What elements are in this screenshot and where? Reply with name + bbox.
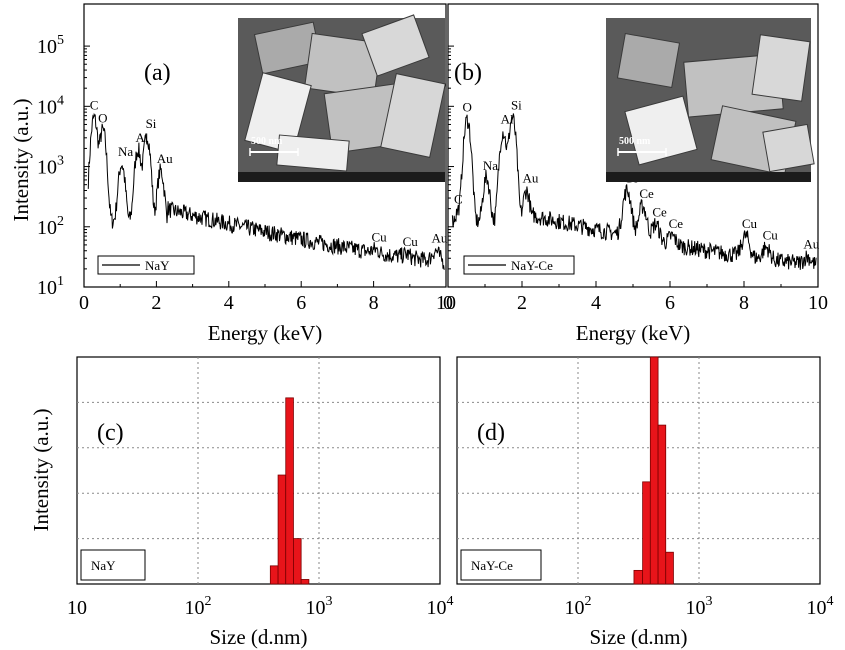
- x-tick-label: 10: [808, 292, 828, 314]
- legend-box: [97, 255, 195, 275]
- peak-label-cu: Cu: [403, 234, 419, 249]
- y-tick-label: 102: [37, 214, 64, 239]
- x-axis-label: Size (d.nm): [210, 625, 308, 649]
- legend-box: [460, 549, 542, 581]
- sem-inset-image: 500 nm: [606, 18, 815, 182]
- panel-label: (b): [454, 60, 482, 86]
- scale-bar-label: 500 nm: [251, 136, 283, 147]
- panel-label: (d): [477, 420, 505, 446]
- histogram-bar: [657, 424, 667, 585]
- legend-label: NaY: [145, 258, 170, 273]
- x-tick-label: 0: [79, 292, 89, 314]
- peak-label-au: Au: [432, 231, 448, 246]
- x-tick-label: 6: [665, 292, 675, 314]
- peak-label-cu: Cu: [763, 228, 779, 243]
- legend-label: NaY-Ce: [511, 258, 553, 273]
- peak-label-si: Si: [146, 116, 157, 131]
- peak-label-na: Na: [483, 158, 498, 173]
- x-tick-label: 103: [686, 594, 713, 619]
- histogram-bar: [642, 481, 651, 585]
- x-tick-label: 8: [369, 292, 379, 314]
- sem-crystal: [616, 32, 681, 89]
- legend-label: NaY: [91, 558, 116, 573]
- histogram-bar: [649, 356, 659, 585]
- x-tick-label: 103: [306, 594, 333, 619]
- sem-inset-image: 500 nm: [238, 14, 446, 182]
- dls-panel-c: Size (d.nm) Intensity (a.u.) (c) NaY: [29, 356, 441, 649]
- peak-label-o: O: [98, 110, 107, 125]
- x-tick-label: 10: [436, 292, 456, 314]
- legend-box: [463, 255, 575, 275]
- y-axis-label: Intensity (a.u.): [9, 98, 33, 221]
- x-axis-label: Energy (keV): [576, 321, 691, 345]
- peak-label-ce: Ce: [639, 186, 654, 201]
- x-tick-label: 2: [151, 292, 161, 314]
- sem-crystal: [276, 134, 350, 172]
- x-tick-label: 104: [427, 594, 454, 619]
- x-tick-label: 102: [185, 594, 212, 619]
- histogram-bar: [665, 551, 674, 585]
- peak-label-au: Au: [157, 151, 173, 166]
- x-tick-label: 102: [565, 594, 592, 619]
- plot-frame: [76, 356, 441, 585]
- peak-label-na: Na: [118, 144, 133, 159]
- plot-frame: [456, 356, 821, 585]
- legend-box: [80, 549, 146, 581]
- y-tick-label: 103: [37, 154, 64, 179]
- histogram-bar: [269, 565, 279, 585]
- sem-crystal: [751, 34, 811, 102]
- scale-bar-label: 500 nm: [619, 136, 651, 147]
- y-axis-label: Intensity (a.u.): [29, 408, 53, 531]
- sem-crystal: [380, 73, 446, 158]
- histogram-bar: [300, 579, 310, 585]
- peak-label-c: C: [90, 98, 99, 113]
- x-tick-label: 4: [591, 292, 601, 314]
- histogram-bar: [633, 569, 644, 585]
- sem-crystal: [361, 14, 430, 77]
- histogram-bar: [293, 538, 302, 585]
- histogram-bar: [285, 397, 294, 585]
- peak-label-au: Au: [803, 237, 819, 252]
- histogram-bar: [277, 474, 287, 585]
- y-tick-label: 105: [37, 33, 64, 58]
- x-tick-label: 8: [739, 292, 749, 314]
- panel-label: (a): [144, 60, 171, 86]
- x-tick-label: 2: [517, 292, 527, 314]
- peak-label-o: O: [463, 100, 472, 115]
- peak-label-si: Si: [511, 98, 522, 113]
- sem-crystal: [624, 95, 698, 166]
- peak-label-cu: Cu: [371, 229, 387, 244]
- peak-label-au: Au: [522, 171, 538, 186]
- dls-panel-d: Size (d.nm) (d) NaY-Ce: [456, 356, 821, 649]
- sem-crystal: [244, 72, 312, 154]
- x-tick-label: 0: [443, 292, 453, 314]
- x-tick-label: 4: [224, 292, 234, 314]
- y-tick-label: 104: [37, 93, 64, 118]
- y-tick-label: 101: [37, 274, 64, 299]
- x-axis-label: Energy (keV): [208, 321, 323, 345]
- peak-label-ce: Ce: [669, 216, 684, 231]
- eds-panel-a: 0 2 4 6 8 10 Energy (keV) Intensity (a.u.) (a) CO…: [9, 3, 456, 345]
- spectrum-line: [451, 113, 817, 270]
- spectrum-line: [87, 112, 445, 270]
- peak-label-al: Al: [135, 130, 148, 145]
- sem-info-bar: [238, 172, 445, 182]
- legend-label: NaY-Ce: [471, 558, 513, 573]
- x-tick-label: 104: [807, 594, 834, 619]
- peak-label-c: C: [454, 191, 463, 206]
- x-tick-label: 10: [67, 597, 87, 619]
- sem-info-bar: [606, 172, 811, 182]
- sem-crystal: [762, 123, 815, 173]
- x-tick-label: 6: [296, 292, 306, 314]
- x-axis-label: Size (d.nm): [590, 625, 688, 649]
- peak-label-ce: Ce: [652, 204, 667, 219]
- peak-label-cu: Cu: [742, 216, 758, 231]
- peak-label-al: Al: [501, 112, 514, 127]
- panel-label: (c): [97, 420, 124, 446]
